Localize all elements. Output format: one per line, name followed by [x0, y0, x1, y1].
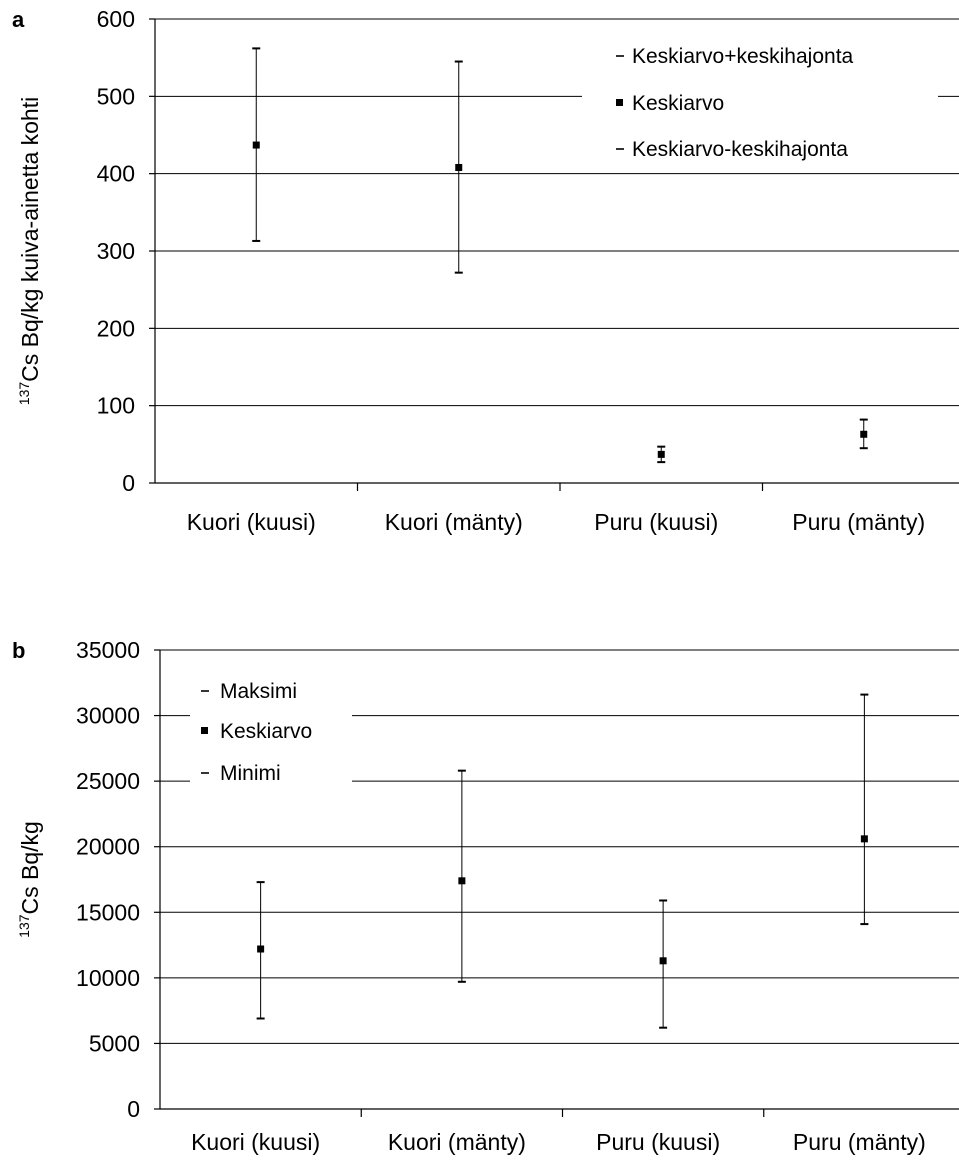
panel-b: b 0 5000 10000 15000 20000 25000 30000 35000 Kuor…: [12, 637, 959, 1155]
mean-marker: [860, 430, 868, 438]
y-axis-title-superscript: 137: [16, 382, 32, 406]
legend-background: [190, 668, 352, 792]
legend-label: Maksimi: [220, 680, 297, 703]
panel-label: a: [12, 7, 25, 32]
x-tick-label: Puru (mänty): [792, 509, 925, 535]
x-tick-label: Kuori (mänty): [388, 1129, 526, 1155]
y-tick-label: 100: [97, 393, 135, 419]
legend-label: Keskiarvo: [632, 92, 724, 115]
x-tick-label: Puru (mänty): [793, 1129, 926, 1155]
y-tick-label: 600: [97, 6, 135, 32]
y-tick-label: 20000: [76, 834, 140, 860]
legend-label: Keskiarvo+keskihajonta: [632, 45, 854, 68]
legend-marker-square: [201, 727, 208, 734]
y-tick-label: 30000: [76, 703, 140, 729]
y-axis-title-main: Cs Bq/kg kuiva-ainetta kohti: [17, 97, 43, 382]
mean-marker: [455, 163, 463, 171]
mean-marker: [659, 957, 667, 965]
y-tick-label: 500: [97, 83, 135, 109]
mean-marker: [257, 945, 265, 953]
x-tick-label: Puru (kuusi): [596, 1129, 720, 1155]
legend: Maksimi Keskiarvo Minimi: [190, 668, 352, 792]
mean-marker: [458, 877, 466, 885]
mean-marker: [657, 450, 665, 458]
y-axis-title-main: Cs Bq/kg: [17, 821, 43, 914]
y-axis-title: 137Cs Bq/kg: [16, 821, 43, 938]
y-tick-label: 0: [127, 1096, 140, 1122]
x-tick-label: Puru (kuusi): [594, 509, 718, 535]
x-tick-label: Kuori (mänty): [385, 509, 523, 535]
y-tick-label: 25000: [76, 768, 140, 794]
legend-label: Keskiarvo: [220, 720, 312, 743]
legend-label: Minimi: [220, 762, 281, 785]
panel-label: b: [12, 638, 25, 663]
panel-a: a 0 100 200 300 400 500 600 Kuori (kuusi) Kuori (…: [12, 6, 959, 535]
y-tick-label: 400: [97, 161, 135, 187]
legend-background: [582, 36, 938, 160]
mean-marker: [252, 141, 260, 149]
y-tick-label: 15000: [76, 899, 140, 925]
legend-marker-square: [616, 99, 623, 106]
legend: Keskiarvo+keskihajonta Keskiarvo Keskiarvo…: [582, 36, 938, 161]
y-tick-label: 35000: [76, 637, 140, 663]
y-tick-label: 10000: [76, 965, 140, 991]
legend-label: Keskiarvo-keskihajonta: [632, 138, 848, 161]
y-axis-title-superscript: 137: [16, 914, 32, 938]
x-tick-label: Kuori (kuusi): [187, 509, 316, 535]
y-tick-label: 5000: [89, 1030, 140, 1056]
y-tick-label: 200: [97, 315, 135, 341]
y-axis-title: 137Cs Bq/kg kuiva-ainetta kohti: [16, 97, 43, 405]
y-tick-label: 0: [122, 470, 135, 496]
mean-marker: [860, 835, 868, 843]
x-tick-label: Kuori (kuusi): [191, 1129, 320, 1155]
y-tick-label: 300: [97, 238, 135, 264]
